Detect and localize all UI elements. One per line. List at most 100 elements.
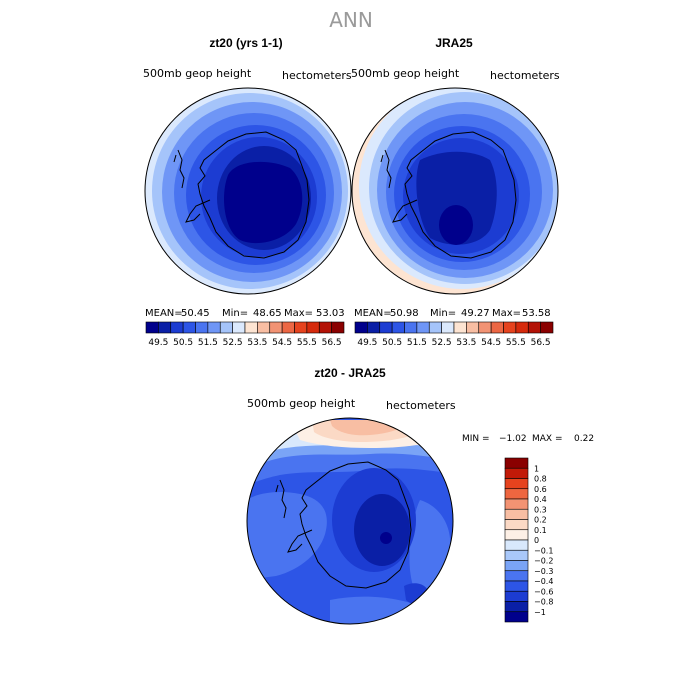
colorbar-tick-label: 54.5 (481, 338, 501, 348)
svg-text:MAX =: MAX = (532, 434, 563, 444)
colorbar-tick-label: 54.5 (272, 338, 292, 348)
colorbar-tick-label: 55.5 (297, 338, 317, 348)
colorbar-swatch (490, 321, 504, 334)
svg-text:53.03: 53.03 (316, 308, 345, 319)
colorbar-tick-label: 0.8 (534, 475, 547, 484)
svg-text:MEAN=: MEAN= (354, 308, 392, 319)
colorbar-swatch (504, 539, 529, 551)
colorbar-swatch (504, 508, 529, 520)
map-border (351, 87, 559, 295)
colorbar-reanalysis: 49.5 50.5 51.5 52.5 53.5 54.5 55.5 56.5 (354, 321, 554, 348)
svg-text:−1.02: −1.02 (499, 434, 527, 444)
colorbar-tick-label: −0.8 (534, 598, 553, 607)
colorbar-swatch (257, 321, 271, 334)
stats-line: MEAN= 50.45 Min= 48.65 Max= 53.03 (145, 308, 345, 319)
colorbar-swatch (504, 478, 529, 490)
colorbar-swatch (504, 498, 529, 510)
colorbar-tick-label: −0.3 (534, 567, 553, 576)
colorbar-swatch (219, 321, 233, 334)
colorbar-tick-label: −0.4 (534, 577, 553, 586)
colorbar-swatch (504, 570, 529, 582)
units-label: hectometers (282, 69, 352, 82)
svg-text:49.27: 49.27 (461, 308, 490, 319)
colorbar-swatch (504, 549, 529, 561)
colorbar-swatch (391, 321, 405, 334)
colorbar-tick-label: 51.5 (198, 338, 218, 348)
minmax-label: MIN = −1.02 MAX = 0.22 (462, 434, 594, 444)
colorbar-tick-label: 52.5 (432, 338, 452, 348)
colorbar-swatch (354, 321, 368, 334)
svg-text:Min=: Min= (222, 308, 248, 319)
colorbar-difference: 1 0.80.60.40.3 0.20.10−0.1 −0.2−0.3−0.4−0.6… (504, 457, 553, 623)
colorbar-swatch (232, 321, 246, 334)
colorbar-tick-label: 1 (534, 464, 539, 473)
colorbar-swatch (269, 321, 283, 334)
colorbar-swatch (416, 321, 430, 334)
colorbar-swatch (207, 321, 221, 334)
colorbar-tick-label: −0.2 (534, 557, 553, 566)
colorbar-swatch (504, 467, 529, 479)
colorbar-tick-label: 51.5 (407, 338, 427, 348)
colorbar-swatch (182, 321, 196, 334)
antarctica-coastline (380, 131, 517, 259)
colorbar-swatch (195, 321, 209, 334)
colorbar-swatch (504, 601, 529, 613)
units-label: hectometers (490, 69, 560, 82)
map-border (246, 417, 454, 625)
panel-title: JRA25 (435, 36, 473, 50)
colorbar-swatch (504, 519, 529, 531)
svg-text:MEAN=: MEAN= (145, 308, 183, 319)
panel-difference: zt20 - JRA25 500mb geop height hectomete… (246, 366, 594, 625)
colorbar-tick-label: 0.6 (534, 485, 547, 494)
svg-text:50.98: 50.98 (390, 308, 419, 319)
colorbar-tick-label: 49.5 (148, 338, 168, 348)
colorbar-swatch (428, 321, 442, 334)
panel-title: zt20 - JRA25 (314, 366, 386, 380)
colorbar-swatch (504, 560, 529, 572)
panel-reanalysis: JRA25 500mb geop height hectometers (351, 36, 560, 348)
colorbar-swatch (466, 321, 480, 334)
colorbar-swatch (540, 321, 554, 334)
colorbar-swatch (404, 321, 418, 334)
colorbar-tick-label: −0.6 (534, 587, 553, 596)
colorbar-swatch (145, 321, 159, 334)
colorbar-swatch (478, 321, 492, 334)
colorbar-swatch (504, 457, 529, 469)
colorbar-swatch (504, 580, 529, 592)
colorbar-swatch (367, 321, 381, 334)
colorbar-swatch (503, 321, 517, 334)
svg-text:Max=: Max= (284, 308, 313, 319)
colorbar-tick-label: 56.5 (322, 338, 342, 348)
svg-text:53.58: 53.58 (522, 308, 551, 319)
colorbar-tick-label: 49.5 (357, 338, 377, 348)
colorbar-tick-label: −0.1 (534, 546, 553, 555)
colorbar-swatch (504, 611, 529, 623)
colorbar-swatch (158, 321, 172, 334)
units-label: hectometers (386, 399, 456, 412)
colorbar-swatch (306, 321, 320, 334)
colorbar-tick-label: 0 (534, 536, 539, 545)
colorbar-swatch (170, 321, 184, 334)
colorbar-swatch (281, 321, 295, 334)
colorbar-swatch (504, 590, 529, 602)
polar-map (144, 87, 352, 295)
colorbar-tick-label: 53.5 (247, 338, 267, 348)
colorbar-swatch (244, 321, 258, 334)
colorbar-tick-label: 0.3 (534, 505, 547, 514)
polar-map (351, 87, 559, 295)
colorbar-tick-label: 0.2 (534, 516, 547, 525)
colorbar-swatch (441, 321, 455, 334)
map-border (144, 87, 352, 295)
svg-text:Max=: Max= (492, 308, 521, 319)
variable-label: 500mb geop height (351, 67, 460, 80)
colorbar-tick-label: 53.5 (456, 338, 476, 348)
variable-label: 500mb geop height (247, 397, 356, 410)
colorbar-swatch (453, 321, 467, 334)
figure-title: ANN (329, 8, 373, 32)
svg-text:MIN =: MIN = (462, 434, 490, 444)
colorbar-swatch (504, 529, 529, 541)
colorbar-tick-label: 0.1 (534, 526, 547, 535)
svg-text:Min=: Min= (430, 308, 456, 319)
stats-line: MEAN= 50.98 Min= 49.27 Max= 53.58 (354, 308, 551, 319)
